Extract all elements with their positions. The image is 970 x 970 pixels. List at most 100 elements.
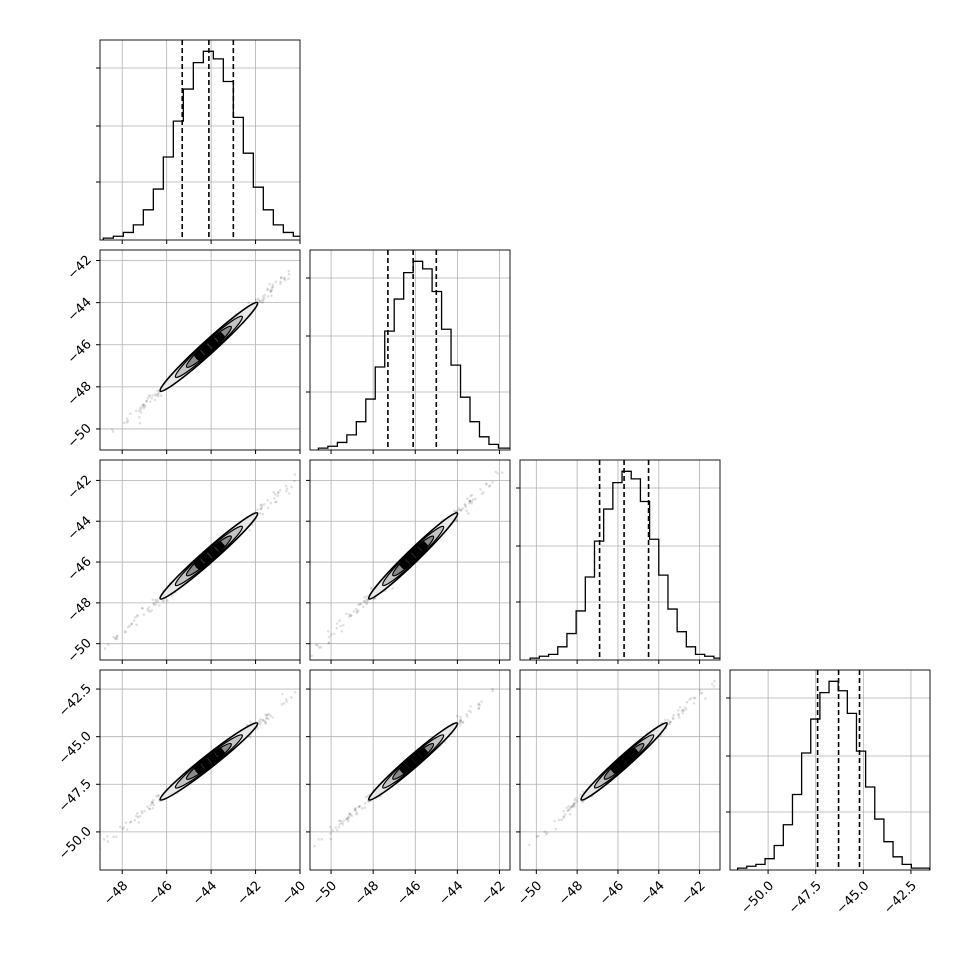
scatter-point [93,444,96,447]
scatter-point [344,612,348,616]
scatter-point [469,710,473,714]
density-core-1 [405,758,416,769]
y-tick-label: −48 [65,595,95,625]
scatter-point [281,692,284,696]
scatter-point [159,394,163,397]
scatter-point [310,253,313,256]
scatter-point [685,700,689,704]
scatter-point [469,494,472,498]
scatter-point [671,716,675,720]
scatter-point [458,723,462,727]
scatter-point [289,696,293,699]
scatter-point [350,814,354,818]
scatter-point [143,403,146,407]
scatter-point [329,825,332,829]
scatter-point [455,519,459,522]
scatter-point [365,598,368,602]
scatter-point [279,280,283,284]
scatter-point [335,622,339,625]
scatter-point [262,296,266,300]
scatter-point [278,282,282,285]
scatter-point [136,815,140,819]
scatter-point [115,634,119,638]
scatter-point [91,852,94,855]
scatter-point [154,794,158,798]
scatter-point [134,409,138,413]
scatter-point [153,393,157,396]
scatter-point [458,721,462,725]
scatter-point [331,238,334,241]
density-core-2 [208,547,218,558]
scatter-point [276,494,280,498]
scatter-point [259,299,262,303]
scatter-point [273,493,277,496]
scatter-point [341,823,345,826]
scatter-point [314,251,317,254]
scatter-point [666,718,670,722]
scatter-point [249,720,252,724]
scatter-point [677,716,681,719]
scatter-point [337,819,341,822]
scatter-point [279,276,283,279]
scatter-point [138,814,142,818]
scatter-point [128,624,132,628]
axes-frame [519,669,721,871]
scatter-point [150,801,154,805]
scatter-point [573,801,577,805]
scatter-point [348,812,351,815]
scatter-point [471,498,475,501]
scatter-point [257,719,261,723]
density-core-3 [215,747,225,758]
scatter-point [151,394,154,397]
scatter-point [272,497,276,500]
scatter-point [568,813,572,816]
x-tick-label: −46 [597,878,627,908]
scatter-point [339,624,342,628]
scatter-point [477,703,480,707]
scatter-point [156,393,160,396]
x-tick-label: −44 [436,878,466,908]
scatter-point [563,813,567,816]
scatter-point [335,626,339,630]
density-core-1 [201,344,211,355]
scatter-point [267,713,271,716]
density-core-2 [412,753,422,763]
scatter-point [316,643,319,647]
scatter-point [261,718,265,722]
scatter-point [698,689,702,692]
scatter-point [156,392,160,395]
panel-3-3: −50.0 −47.5 −45.0 −42.5 [726,669,931,917]
scatter-point [342,624,345,627]
scatter-point [329,832,332,835]
scatter-point [152,798,155,802]
x-tick-label: −50 [515,878,545,908]
scatter-point [290,485,293,489]
scatter-point [545,833,548,836]
scatter-point [257,299,261,302]
scatter-point [148,807,151,811]
scatter-point [684,707,688,711]
scatter-point [152,603,156,606]
scatter-point [329,837,333,841]
scatter-point [143,809,146,813]
panel-1-1 [306,249,511,454]
y-tick-label: −50.0 [56,824,95,863]
scatter-point [151,806,155,810]
scatter-point [569,805,573,809]
x-tick-label: −46 [146,878,176,908]
scatter-point [271,285,274,289]
scatter-point [154,600,158,603]
scatter-point [130,622,134,626]
scatter-point [140,811,144,815]
panel-3-0: −48 −46 −44 −42 −40 −50.0 −47.5 −45.0 −42.5 [56,669,309,908]
scatter-point [135,623,138,627]
scatter-point [365,602,368,606]
scatter-point [137,409,141,413]
density-contours [580,722,668,801]
scatter-point [457,507,461,510]
scatter-point [329,633,333,636]
scatter-point [264,722,268,725]
scatter-point [270,288,273,291]
scatter-point [266,713,269,716]
scatter-point [282,877,285,880]
